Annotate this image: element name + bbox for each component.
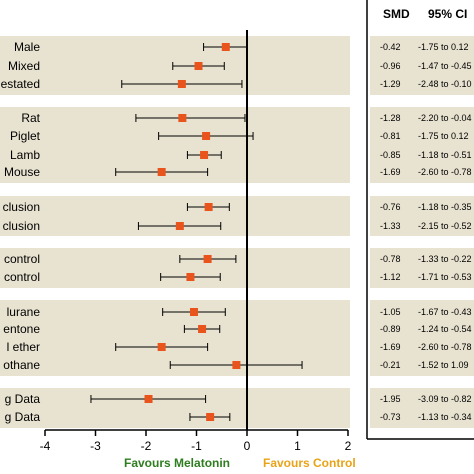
smd-value: -0.89 [380,324,401,334]
table-group-band [370,36,474,95]
smd-value: -1.33 [380,221,401,231]
row-label: control [4,270,40,284]
smd-value: -1.29 [380,79,401,89]
smd-point [157,168,166,176]
smd-value: -0.21 [380,360,401,370]
smd-point [194,62,203,70]
smd-value: -0.73 [380,412,401,422]
row-label: lurane [7,305,41,319]
x-tick-label: 0 [244,439,251,453]
smd-point [203,255,212,263]
row-label: othane [3,358,40,372]
row-label: entone [3,322,40,336]
row-label: Piglet [10,129,41,143]
smd-value: -1.69 [380,342,401,352]
ci-value: -1.67 to -0.43 [418,307,472,317]
row-label: Mouse [4,165,40,179]
smd-value: -1.28 [380,113,401,123]
ci-value: -1.75 to 0.12 [418,42,469,52]
smd-value: -0.81 [380,131,401,141]
group-band [0,107,350,183]
x-tick-label: -2 [141,439,152,453]
smd-point [178,114,187,122]
smd-value: -0.76 [380,202,401,212]
table-group-band [370,300,474,376]
x-tick-label: 1 [294,439,301,453]
table-group-band [370,107,474,183]
smd-point [206,413,215,421]
smd-point [202,132,211,140]
table-header: 95% CI [428,7,467,21]
ci-value: -1.71 to -0.53 [418,272,472,282]
row-label: estated [1,77,40,91]
smd-point [200,151,209,159]
row-label: clusion [3,219,40,233]
smd-value: -0.85 [380,150,401,160]
smd-value: -0.78 [380,254,401,264]
smd-value: -1.12 [380,272,401,282]
ci-value: -1.18 to -0.51 [418,150,472,160]
ci-value: -1.18 to -0.35 [418,202,472,212]
x-tick-label: 2 [345,439,352,453]
row-label: clusion [3,200,40,214]
smd-point [157,343,166,351]
favours-control-label: Favours Control [263,456,356,470]
ci-value: -2.15 to -0.52 [418,221,472,231]
smd-point [144,395,153,403]
smd-point [232,361,241,369]
x-tick-label: -1 [191,439,202,453]
row-label: g Data [5,392,41,406]
group-band [0,388,350,428]
row-label: control [4,252,40,266]
row-label: Male [14,40,40,54]
smd-point [204,203,213,211]
table-header: SMD [383,7,410,21]
x-tick-label: -3 [90,439,101,453]
ci-value: -1.24 to -0.54 [418,324,472,334]
ci-value: -1.52 to 1.09 [418,360,469,370]
ci-value: -2.48 to -0.10 [418,79,472,89]
ci-value: -2.60 to -0.78 [418,342,472,352]
ci-value: -3.09 to -0.82 [418,394,472,404]
smd-point [189,308,198,316]
smd-point [221,43,230,51]
table-group-band [370,248,474,288]
ci-value: -1.13 to -0.34 [418,412,472,422]
ci-value: -1.33 to -0.22 [418,254,472,264]
x-tick-label: -4 [40,439,51,453]
group-band [0,300,350,376]
table-group-band [370,196,474,236]
smd-value: -0.42 [380,42,401,52]
favours-melatonin-label: Favours Melatonin [124,456,230,470]
smd-point [175,222,184,230]
row-label: g Data [5,410,41,424]
smd-value: -1.69 [380,167,401,177]
group-band [0,248,350,288]
table-group-band [370,388,474,428]
ci-value: -2.60 to -0.78 [418,167,472,177]
smd-point [198,325,207,333]
group-band [0,196,350,236]
ci-value: -1.47 to -0.45 [418,61,472,71]
row-label: l ether [7,340,40,354]
smd-point [177,80,186,88]
smd-value: -0.96 [380,61,401,71]
row-label: Mixed [8,59,40,73]
ci-value: -1.75 to 0.12 [418,131,469,141]
smd-value: -1.95 [380,394,401,404]
ci-value: -2.20 to -0.04 [418,113,472,123]
smd-point [186,273,195,281]
row-label: Rat [21,111,40,125]
row-label: Lamb [10,148,40,162]
smd-value: -1.05 [380,307,401,317]
